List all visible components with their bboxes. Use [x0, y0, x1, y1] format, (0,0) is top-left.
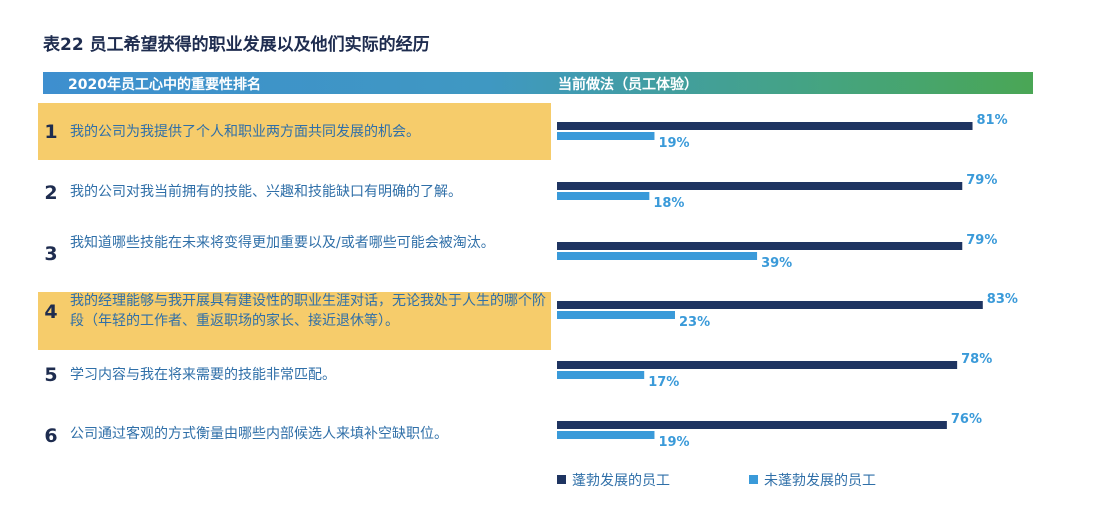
data-label-not-thriving: 19% [658, 136, 689, 151]
row-rank: 5 [44, 364, 58, 386]
row-rank: 1 [44, 121, 58, 143]
data-label-not-thriving: 39% [761, 256, 792, 271]
bar-not-thriving [557, 252, 758, 260]
data-label-thriving: 79% [966, 233, 997, 248]
bar-thriving [557, 421, 947, 429]
bar-thriving [557, 122, 973, 130]
bar-thriving [557, 301, 983, 309]
legend-swatch-not-thriving [749, 475, 758, 484]
data-label-not-thriving: 23% [679, 315, 710, 330]
bar-thriving [557, 182, 963, 190]
bar-not-thriving [557, 192, 650, 200]
data-label-not-thriving: 18% [653, 196, 684, 211]
data-label-not-thriving: 19% [658, 435, 689, 450]
bar-not-thriving [557, 311, 675, 319]
row-text: 我知道哪些技能在未来将变得更加重要以及/或者哪些可能会被淘汰。 [70, 235, 495, 251]
header-bar: 2020年员工心中的重要性排名 当前做法（员工体验） [43, 72, 1033, 94]
row-text: 我的公司对我当前拥有的技能、兴趣和技能缺口有明确的了解。 [70, 184, 462, 200]
row-text: 我的经理能够与我开展具有建设性的职业生涯对话，无论我处于人生的哪个阶段（年轻的工… [70, 293, 546, 329]
legend-item-thriving: 蓬勃发展的员工 [557, 470, 670, 490]
row-text: 学习内容与我在将来需要的技能非常匹配。 [70, 367, 336, 383]
row-text: 我的公司为我提供了个人和职业两方面共同发展的机会。 [70, 124, 420, 140]
bar-not-thriving [557, 132, 655, 140]
data-label-not-thriving: 17% [648, 375, 679, 390]
row-rank: 6 [44, 425, 58, 447]
row-rank: 2 [44, 182, 58, 204]
bar-thriving [557, 242, 963, 250]
row-highlight [38, 292, 551, 350]
data-label-thriving: 81% [977, 113, 1008, 128]
row-text: 公司通过客观的方式衡量由哪些内部候选人来填补空缺职位。 [70, 426, 448, 442]
row-highlight [38, 103, 551, 160]
header-right-label: 当前做法（员工体验） [558, 77, 698, 93]
bar-not-thriving [557, 431, 655, 439]
header-left-label: 2020年员工心中的重要性排名 [68, 77, 261, 93]
chart-title: 表22 员工希望获得的职业发展以及他们实际的经历 [43, 35, 430, 55]
legend-label-thriving: 蓬勃发展的员工 [572, 473, 670, 489]
legend-label-not-thriving: 未蓬勃发展的员工 [764, 473, 876, 489]
data-label-thriving: 79% [966, 173, 997, 188]
row-rank: 3 [44, 243, 58, 265]
data-label-thriving: 83% [987, 292, 1018, 307]
legend-swatch-thriving [557, 475, 566, 484]
data-label-thriving: 78% [961, 352, 992, 367]
bar-not-thriving [557, 371, 645, 379]
row-rank: 4 [44, 301, 58, 323]
bar-thriving [557, 361, 958, 369]
data-label-thriving: 76% [951, 412, 982, 427]
legend-item-not-thriving: 未蓬勃发展的员工 [749, 470, 876, 490]
